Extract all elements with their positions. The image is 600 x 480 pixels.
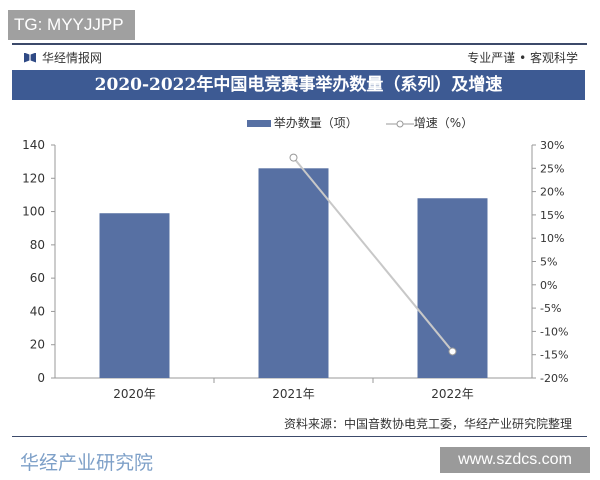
- slogan: 专业严谨 • 客观科学: [467, 51, 578, 65]
- legend-bar-swatch: [246, 120, 271, 127]
- right-tick-label: -15%: [540, 349, 568, 362]
- right-tick-label: 20%: [540, 186, 564, 199]
- right-tick-label: 10%: [540, 232, 564, 245]
- right-tick-label: -5%: [540, 302, 561, 315]
- bar: [99, 213, 170, 378]
- growth-line: [292, 156, 454, 353]
- x-tick-label: 2020年: [113, 387, 156, 401]
- left-tick-label: 40: [30, 304, 45, 318]
- source-note: 资料来源：中国音数协电竞工委，华经产业研究院整理: [283, 417, 572, 431]
- legend-line-label: 增速（%）: [413, 116, 474, 130]
- brand-name: 华经情报网: [42, 51, 103, 65]
- x-tick-label: 2022年: [431, 387, 474, 401]
- legend-line-swatch: [385, 120, 414, 127]
- watermark-logo: 华经产业研究院: [20, 452, 154, 474]
- brand: 华经情报网: [24, 49, 102, 66]
- legend-bar-label: 举办数量（项）: [273, 116, 358, 130]
- chart-title: 2020-2022年中国电竞赛事举办数量（系列）及增速: [12, 70, 585, 100]
- right-tick-label: 30%: [540, 139, 564, 152]
- right-tick-label: -10%: [540, 325, 568, 338]
- watermark-url: www.szdcs.com: [440, 447, 590, 473]
- bottom-divider: [12, 436, 587, 437]
- left-tick-label: 60: [30, 271, 45, 285]
- left-tick-label: 20: [30, 338, 45, 352]
- left-tick-label: 80: [30, 238, 45, 252]
- left-tick-label: 0: [37, 371, 45, 385]
- right-tick-label: 0%: [540, 279, 557, 292]
- legend: 举办数量（项） 增速（%）: [60, 114, 600, 131]
- left-tick-label: 140: [22, 138, 45, 152]
- x-tick-label: 2021年: [272, 387, 315, 401]
- legend-line: 增速（%）: [385, 114, 474, 131]
- right-tick-label: 15%: [540, 209, 564, 222]
- growth-point: [448, 347, 457, 356]
- left-tick-label: 100: [22, 205, 45, 219]
- overlay-tag: TG: MYYJJPP: [8, 10, 135, 40]
- bar: [258, 168, 329, 378]
- growth-point: [289, 153, 298, 162]
- left-tick-label: 120: [22, 171, 45, 185]
- right-tick-label: 25%: [540, 162, 564, 175]
- legend-bar: 举办数量（项）: [246, 114, 358, 131]
- right-tick-label: -20%: [540, 372, 568, 385]
- top-divider: [12, 43, 587, 45]
- right-tick-label: 5%: [540, 256, 557, 269]
